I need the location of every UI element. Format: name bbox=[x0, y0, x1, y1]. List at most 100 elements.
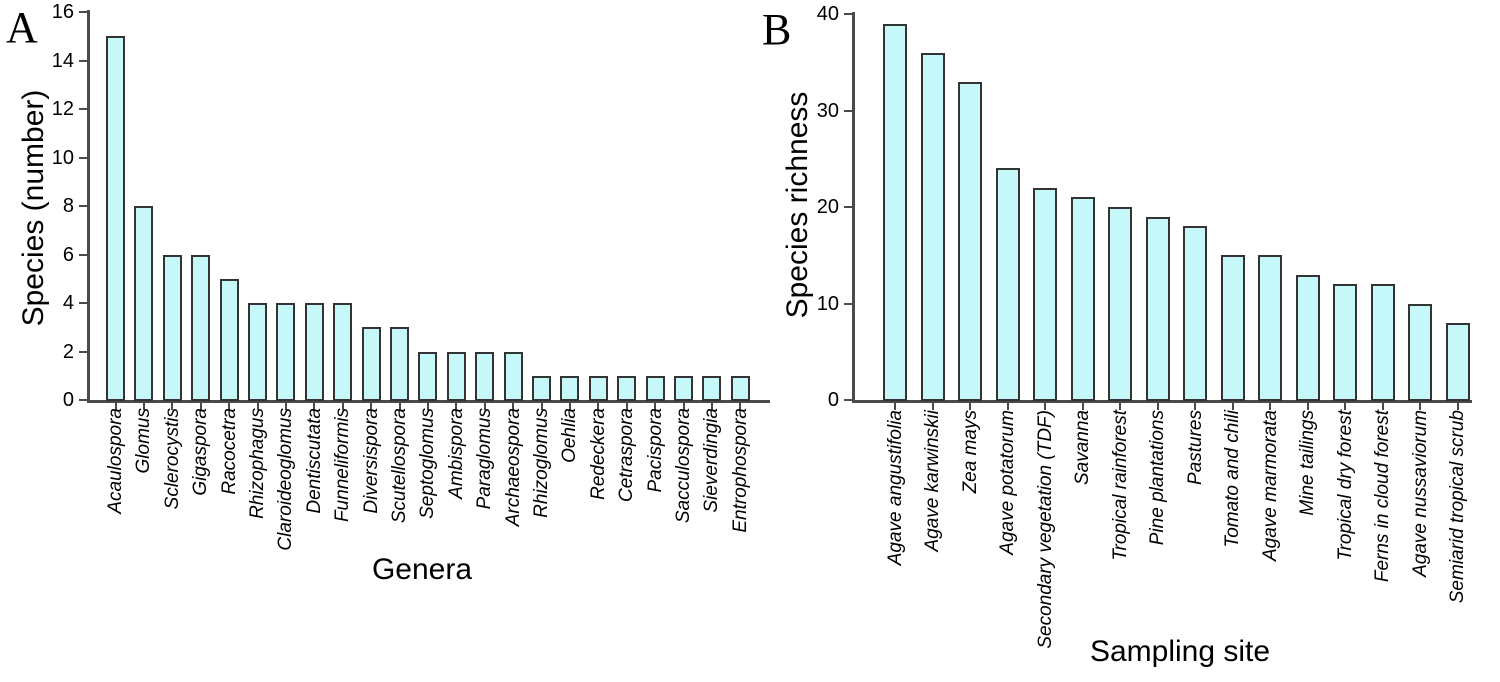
x-tick bbox=[1419, 403, 1421, 410]
x-category-label: Redeckera bbox=[587, 408, 609, 500]
x-tick bbox=[597, 403, 600, 410]
x-category-label: Agave potatorum bbox=[997, 410, 1018, 555]
x-tick bbox=[1194, 403, 1196, 410]
bar bbox=[475, 351, 495, 401]
x-category-label: Dentiscutata bbox=[303, 408, 325, 514]
x-axis-line bbox=[852, 400, 1472, 403]
bar bbox=[958, 81, 982, 401]
x-category-label: Zea mays bbox=[959, 410, 981, 494]
x-tick bbox=[568, 403, 571, 410]
x-category-label: Oehlia bbox=[559, 408, 581, 463]
y-tick bbox=[79, 59, 87, 62]
x-category-label: Glomus bbox=[133, 408, 155, 474]
x-tick bbox=[398, 403, 401, 410]
x-tick bbox=[1269, 403, 1271, 410]
x-tick bbox=[341, 403, 344, 410]
y-tick bbox=[79, 11, 87, 13]
panel-letter-b: B bbox=[762, 5, 792, 54]
y-tick-label: 0 bbox=[62, 389, 74, 411]
bar bbox=[503, 351, 523, 401]
bar bbox=[588, 375, 608, 401]
bar bbox=[1070, 197, 1095, 401]
x-tick bbox=[171, 403, 174, 410]
x-tick bbox=[370, 403, 373, 410]
x-tick bbox=[1456, 403, 1459, 410]
bar bbox=[560, 375, 580, 401]
x-tick bbox=[142, 403, 145, 410]
x-category-label: Tropical rainforest bbox=[1109, 410, 1131, 561]
x-category-label: Pastures bbox=[1184, 410, 1206, 485]
x-category-label: Acaulospora bbox=[105, 408, 126, 514]
x-axis-title-b: Sampling site bbox=[1089, 635, 1271, 668]
x-axis-title-a: Genera bbox=[371, 553, 473, 586]
x-tick bbox=[199, 403, 202, 410]
x-tick bbox=[1006, 403, 1009, 410]
x-tick bbox=[969, 403, 971, 410]
x-category-label: Pacispora bbox=[644, 408, 666, 493]
x-tick bbox=[710, 403, 713, 410]
y-axis-line bbox=[87, 10, 90, 402]
x-tick bbox=[256, 403, 259, 410]
x-tick bbox=[426, 403, 429, 410]
x-tick bbox=[894, 403, 896, 410]
bar bbox=[1033, 187, 1057, 401]
bar bbox=[248, 303, 267, 401]
x-tick bbox=[1081, 403, 1084, 410]
y-tick bbox=[79, 205, 87, 207]
y-tick bbox=[79, 350, 87, 353]
y-tick-label: 14 bbox=[51, 49, 74, 72]
x-category-label: Entrophospora bbox=[729, 408, 751, 533]
y-tick-label: 6 bbox=[62, 243, 74, 266]
x-category-label: Pine plantations bbox=[1147, 410, 1168, 546]
bar bbox=[106, 36, 125, 401]
x-category-label: Funneliformis bbox=[332, 408, 354, 523]
x-tick bbox=[540, 403, 543, 410]
bar bbox=[645, 375, 665, 401]
x-tick bbox=[1119, 403, 1121, 410]
y-tick-label: 0 bbox=[827, 389, 839, 411]
x-category-label: Sclerocystis bbox=[161, 408, 183, 510]
bar bbox=[1445, 322, 1470, 401]
bar bbox=[1333, 284, 1357, 401]
bar bbox=[162, 254, 182, 401]
y-tick-label: 40 bbox=[816, 3, 839, 25]
bar bbox=[1183, 226, 1207, 401]
panel-letter-a: A bbox=[6, 3, 38, 52]
x-category-label: Diversispora bbox=[360, 408, 382, 514]
y-tick-label: 10 bbox=[816, 292, 839, 315]
x-tick bbox=[625, 403, 628, 410]
bar bbox=[920, 52, 945, 401]
y-tick-label: 30 bbox=[816, 99, 839, 122]
y-tick-label: 4 bbox=[62, 292, 74, 314]
bar bbox=[730, 375, 750, 401]
bar bbox=[219, 278, 239, 401]
y-tick bbox=[844, 302, 852, 305]
y-tick bbox=[79, 253, 87, 256]
x-tick bbox=[1231, 403, 1234, 410]
y-tick bbox=[79, 399, 87, 401]
bar bbox=[532, 375, 551, 401]
bar bbox=[995, 168, 1020, 401]
x-category-label: Agave angustifolia bbox=[884, 410, 906, 566]
bar bbox=[617, 375, 637, 401]
y-tick bbox=[844, 13, 852, 15]
bar bbox=[1370, 284, 1395, 401]
bar bbox=[304, 303, 324, 401]
x-category-label: Ferns in cloud forest bbox=[1372, 410, 1393, 583]
x-tick bbox=[512, 403, 515, 410]
x-axis-line bbox=[87, 400, 770, 403]
x-tick bbox=[1156, 403, 1159, 410]
x-category-label: Savanna bbox=[1072, 410, 1093, 486]
bar bbox=[1108, 207, 1132, 401]
x-tick bbox=[931, 403, 934, 410]
bar bbox=[1220, 255, 1245, 401]
x-category-label: Septoglomus bbox=[417, 408, 439, 519]
x-category-label: Secondary vegetation (TDF) bbox=[1034, 410, 1056, 649]
x-tick bbox=[1044, 403, 1046, 410]
x-category-label: Archaeospora bbox=[502, 408, 524, 527]
y-tick bbox=[844, 109, 852, 112]
bar bbox=[883, 23, 907, 401]
x-category-label: Rhizophagus bbox=[247, 408, 268, 519]
bar bbox=[446, 351, 466, 401]
y-tick-label: 2 bbox=[62, 340, 74, 363]
